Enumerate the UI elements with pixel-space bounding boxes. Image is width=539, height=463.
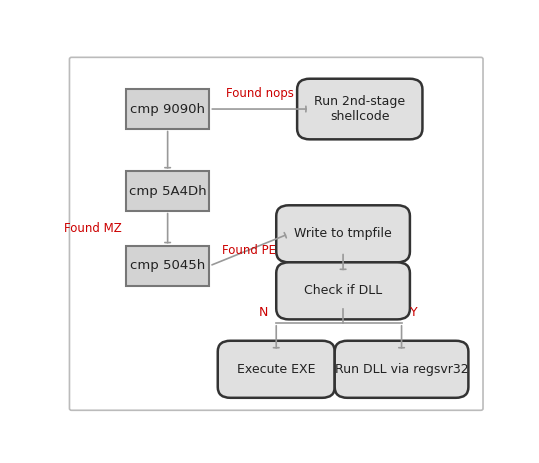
Text: Run 2nd-stage
shellcode: Run 2nd-stage shellcode bbox=[314, 95, 405, 123]
Text: Run DLL via regsvr32: Run DLL via regsvr32 bbox=[335, 363, 468, 376]
FancyBboxPatch shape bbox=[70, 57, 483, 410]
Text: Check if DLL: Check if DLL bbox=[304, 284, 382, 297]
Text: cmp 5A4Dh: cmp 5A4Dh bbox=[129, 185, 206, 198]
Text: Y: Y bbox=[410, 307, 418, 319]
Text: Execute EXE: Execute EXE bbox=[237, 363, 315, 376]
Text: cmp 5045h: cmp 5045h bbox=[130, 259, 205, 272]
Text: N: N bbox=[259, 307, 268, 319]
FancyBboxPatch shape bbox=[277, 263, 410, 319]
FancyBboxPatch shape bbox=[126, 89, 209, 129]
FancyBboxPatch shape bbox=[297, 79, 423, 139]
FancyBboxPatch shape bbox=[126, 246, 209, 286]
Text: Found MZ: Found MZ bbox=[64, 222, 122, 235]
FancyBboxPatch shape bbox=[218, 341, 335, 398]
FancyBboxPatch shape bbox=[277, 205, 410, 263]
Text: Found PE: Found PE bbox=[222, 244, 276, 257]
Text: Write to tmpfile: Write to tmpfile bbox=[294, 227, 392, 240]
FancyBboxPatch shape bbox=[335, 341, 468, 398]
Text: Found nops: Found nops bbox=[226, 87, 293, 100]
Text: cmp 9090h: cmp 9090h bbox=[130, 102, 205, 116]
FancyBboxPatch shape bbox=[126, 171, 209, 211]
